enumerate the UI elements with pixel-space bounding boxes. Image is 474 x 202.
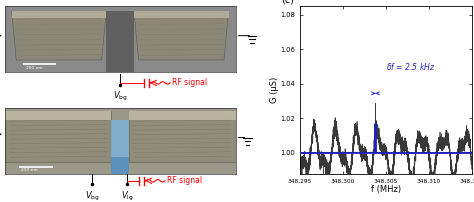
Bar <box>111 120 129 174</box>
Polygon shape <box>12 11 106 60</box>
Text: $V_{\rm bg}$: $V_{\rm bg}$ <box>113 90 128 103</box>
Text: (c): (c) <box>281 0 294 4</box>
Polygon shape <box>129 111 236 120</box>
Polygon shape <box>12 11 106 18</box>
Bar <box>106 11 134 72</box>
Text: RF signal: RF signal <box>167 176 202 185</box>
Text: RF signal: RF signal <box>172 78 208 87</box>
X-axis label: f (MHz): f (MHz) <box>371 185 401 194</box>
Text: $V_{\rm bg}$: $V_{\rm bg}$ <box>85 190 100 202</box>
Text: $V_{\rm sd}$: $V_{\rm sd}$ <box>0 29 1 42</box>
Text: $V_{\rm sd}$: $V_{\rm sd}$ <box>0 128 1 141</box>
Text: $V_{\rm lg}$: $V_{\rm lg}$ <box>121 190 133 202</box>
Polygon shape <box>5 111 111 120</box>
Polygon shape <box>134 11 228 60</box>
Bar <box>111 157 129 174</box>
Y-axis label: G (μS): G (μS) <box>270 77 279 103</box>
Polygon shape <box>129 111 236 162</box>
Polygon shape <box>134 11 228 18</box>
Text: 200 nm: 200 nm <box>26 66 42 70</box>
Polygon shape <box>5 111 111 162</box>
Text: $\delta f$ = 2.5 kHz: $\delta f$ = 2.5 kHz <box>386 61 435 72</box>
Text: 250 nm: 250 nm <box>21 168 37 172</box>
